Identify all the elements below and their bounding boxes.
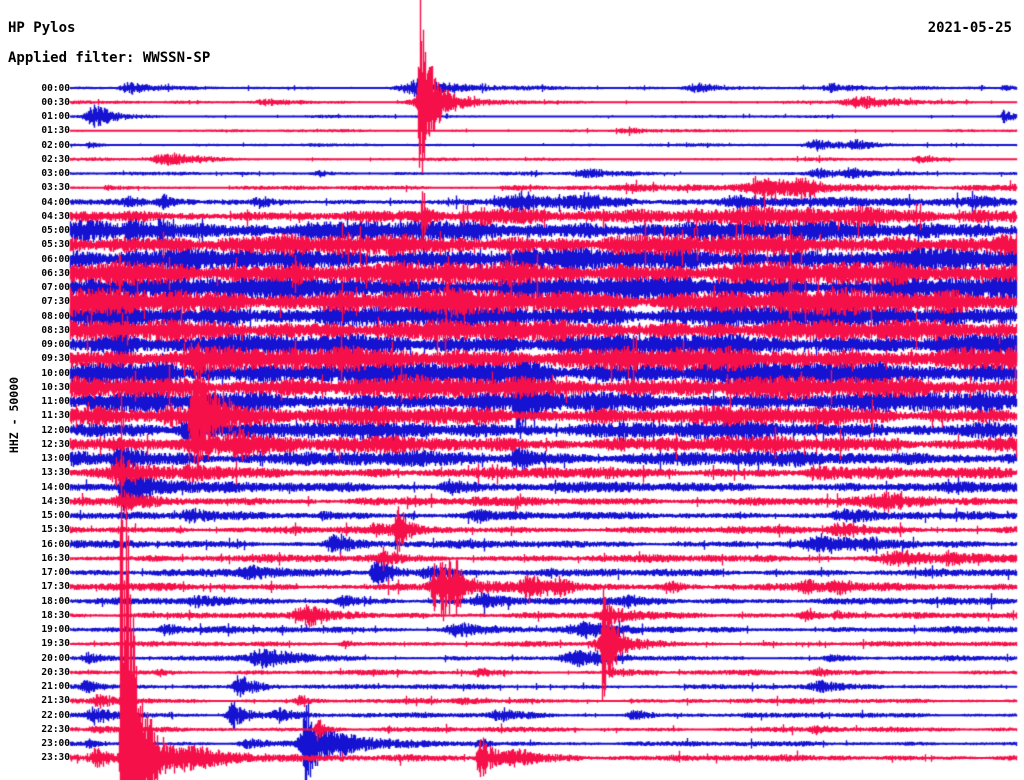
time-label: 08:00 [41, 310, 70, 322]
time-label: 07:30 [41, 296, 70, 308]
time-label: 15:00 [41, 510, 70, 522]
time-label: 03:30 [41, 182, 70, 194]
time-label: 23:30 [41, 752, 70, 764]
date-label: 2021-05-25 [927, 20, 1012, 36]
time-label: 12:00 [41, 424, 70, 436]
time-label: 00:00 [41, 82, 70, 94]
time-label: 10:00 [41, 367, 70, 379]
time-label: 02:00 [41, 139, 70, 151]
time-label: 17:30 [41, 581, 70, 593]
time-label: 14:00 [41, 481, 70, 493]
time-label: 12:30 [41, 438, 70, 450]
time-label: 01:30 [41, 125, 70, 137]
time-label: 04:30 [41, 210, 70, 222]
time-label: 14:30 [41, 495, 70, 507]
time-label: 04:00 [41, 196, 70, 208]
time-label: 23:00 [41, 738, 70, 750]
time-label: 21:30 [41, 695, 70, 707]
time-label: 09:30 [41, 353, 70, 365]
time-label: 03:00 [41, 168, 70, 180]
time-label: 05:00 [41, 225, 70, 237]
time-label: 09:00 [41, 339, 70, 351]
time-label: 01:00 [41, 111, 70, 122]
time-label: 08:30 [41, 324, 70, 336]
time-label: 22:00 [41, 709, 70, 721]
time-label: 20:00 [41, 652, 70, 664]
time-label: 19:00 [41, 624, 70, 636]
time-label: 05:30 [41, 239, 70, 251]
time-label: 16:00 [41, 538, 70, 550]
station-title: HP Pylos [8, 20, 76, 36]
time-label: 13:30 [41, 467, 70, 479]
filter-label: Applied filter: WWSSN-SP [8, 50, 211, 66]
time-label: 06:00 [41, 253, 70, 265]
time-label: 10:30 [41, 381, 70, 393]
time-label: 15:30 [41, 524, 70, 536]
time-label: 06:30 [41, 267, 70, 279]
time-label: 18:30 [41, 609, 70, 621]
time-label: 11:00 [41, 396, 70, 408]
time-label: 00:30 [41, 96, 70, 108]
time-label: 21:00 [41, 681, 70, 693]
time-label: 20:30 [41, 666, 70, 678]
time-label: 13:00 [41, 453, 70, 465]
time-label: 02:30 [41, 153, 70, 165]
time-label: 11:30 [41, 410, 70, 422]
time-label: 22:30 [41, 723, 70, 735]
time-label: 17:00 [41, 567, 70, 579]
time-label: 19:30 [41, 638, 70, 650]
time-label: 07:00 [41, 282, 70, 294]
time-label: 16:30 [41, 552, 70, 564]
time-label: 18:00 [41, 595, 70, 607]
